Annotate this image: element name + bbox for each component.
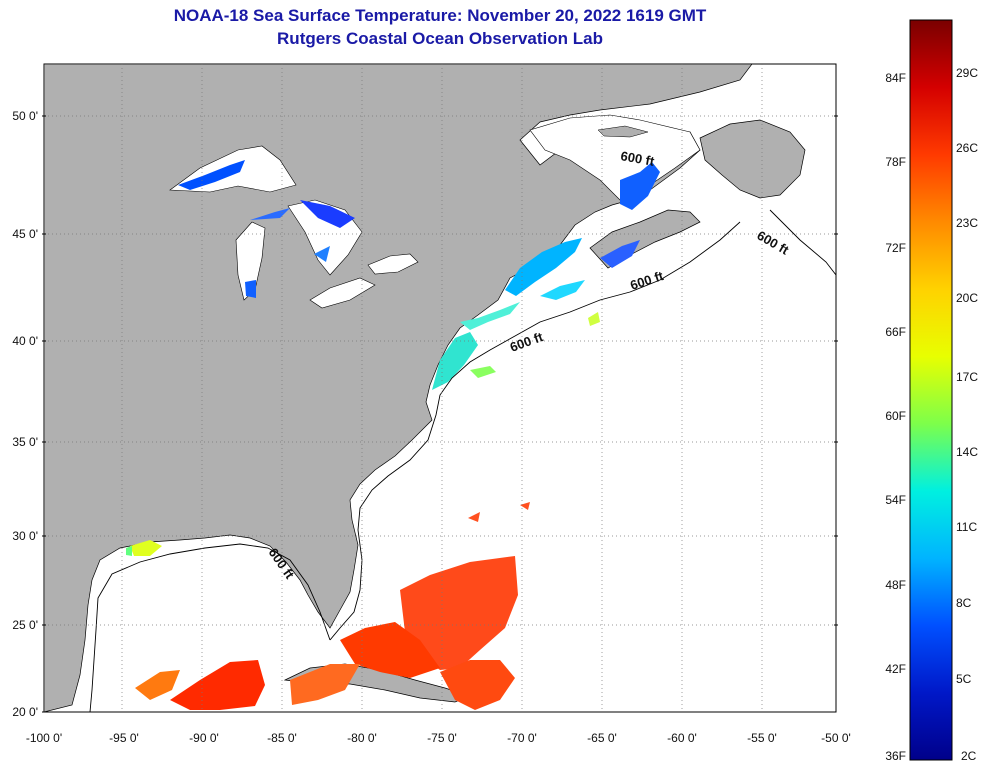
contour-label: 600 ft: [619, 148, 656, 169]
fahrenheit-label: 54F: [885, 493, 906, 507]
map-title: NOAA-18 Sea Surface Temperature: Novembe…: [173, 6, 707, 25]
fahrenheit-scale-labels: 84F 78F 72F 66F 60F 54F 48F 42F 36F: [885, 71, 906, 763]
lon-label: -75 0': [427, 731, 457, 745]
map-subtitle: Rutgers Coastal Ocean Observation Lab: [277, 29, 603, 48]
lon-label: -70 0': [507, 731, 537, 745]
axis-ticks: [42, 115, 838, 713]
celsius-label: 26C: [956, 141, 978, 155]
fahrenheit-label: 66F: [885, 325, 906, 339]
lat-label: 30 0': [12, 529, 38, 543]
lon-label: -60 0': [667, 731, 697, 745]
fahrenheit-label: 42F: [885, 662, 906, 676]
celsius-label: 11C: [956, 520, 977, 534]
anticosti-island: [597, 125, 649, 138]
celsius-label: 8C: [956, 596, 972, 610]
lat-label: 45 0': [12, 227, 38, 241]
longitude-labels: -100 0' -95 0' -90 0' -85 0' -80 0' -75 …: [26, 731, 851, 745]
lon-label: -90 0': [189, 731, 219, 745]
lon-label: -100 0': [26, 731, 62, 745]
lake-erie: [309, 277, 376, 309]
celsius-label: 5C: [956, 672, 972, 686]
lat-label: 25 0': [12, 618, 38, 632]
fahrenheit-label: 48F: [885, 578, 906, 592]
lat-label: 40 0': [12, 334, 38, 348]
celsius-label: 29C: [956, 66, 978, 80]
lon-label: -65 0': [587, 731, 617, 745]
celsius-scale-labels: 29C 26C 23C 20C 17C 14C 11C 8C 5C 2C: [956, 66, 978, 763]
fahrenheit-label: 78F: [885, 155, 906, 169]
celsius-label: 20C: [956, 291, 978, 305]
gulf-of-st-lawrence: [529, 114, 701, 201]
lat-label: 50 0': [12, 109, 38, 123]
celsius-label: 14C: [956, 445, 978, 459]
lon-label: -80 0': [347, 731, 377, 745]
lon-label: -85 0': [267, 731, 297, 745]
lat-label: 20 0': [12, 705, 38, 719]
fahrenheit-label: 60F: [885, 409, 906, 423]
fahrenheit-label: 84F: [885, 71, 906, 85]
lat-label: 35 0': [12, 435, 38, 449]
lake-michigan: [235, 221, 266, 301]
celsius-label: 17C: [956, 370, 978, 384]
graticule: [44, 64, 836, 712]
lake-ontario: [367, 253, 419, 275]
celsius-label: 23C: [956, 216, 978, 230]
newfoundland: [699, 119, 806, 199]
fahrenheit-label: 72F: [885, 241, 906, 255]
lon-label: -95 0': [109, 731, 139, 745]
fahrenheit-label: 36F: [885, 749, 906, 763]
latitude-labels: 50 0' 45 0' 40 0' 35 0' 30 0' 25 0' 20 0…: [12, 109, 38, 719]
color-scale-bar: [909, 19, 953, 761]
lon-label: -55 0': [747, 731, 777, 745]
lon-label: -50 0': [821, 731, 851, 745]
celsius-label: 2C: [961, 749, 977, 763]
sst-data-patches: [126, 160, 660, 710]
